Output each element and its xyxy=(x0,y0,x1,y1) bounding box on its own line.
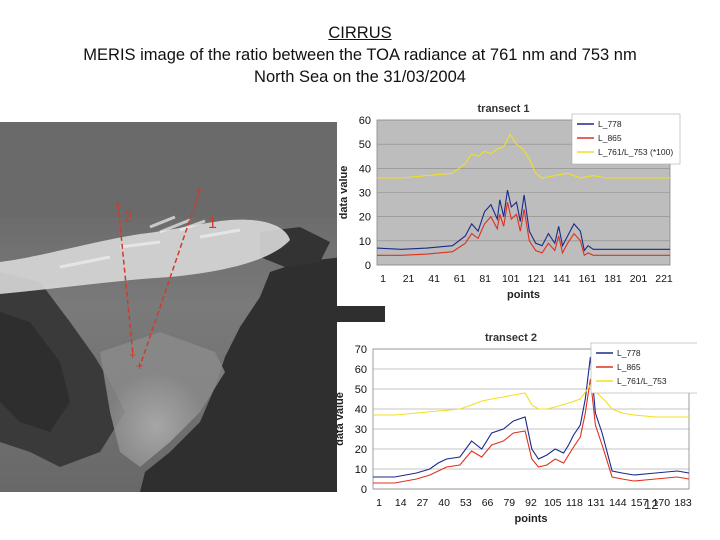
chart-2-ytick-label: 10 xyxy=(355,464,367,476)
transect-2-line xyxy=(117,203,134,356)
page-number: 12 xyxy=(644,497,659,512)
chart-2-series-line-2 xyxy=(373,378,690,484)
chart-1-xtick-label: 1 xyxy=(380,273,386,285)
chart-1-xtick-label: 61 xyxy=(454,273,466,285)
chart-2-xtick-label: 66 xyxy=(482,497,494,509)
chart-2-series-line-1 xyxy=(373,356,690,478)
chart-2-legend xyxy=(590,342,697,394)
chart-2-xtick-label: 40 xyxy=(438,497,450,509)
chart-2-ytick-label: 70 xyxy=(355,344,367,356)
chart-1-xtick-label: 201 xyxy=(630,273,648,285)
chart-1-xtick-label: 221 xyxy=(655,273,673,285)
chart-2-xtick-label: 53 xyxy=(460,497,472,509)
transect-2-label: 2 xyxy=(124,209,133,226)
chart-1-legend xyxy=(571,113,681,165)
chart-1-ytick-label: 20 xyxy=(359,212,371,224)
chart-1-legend-label: L_865 xyxy=(598,133,622,143)
chart-1-xtick-label: 181 xyxy=(604,273,622,285)
chart-2-ytick-label: 50 xyxy=(355,384,367,396)
slide-title: CIRRUS MERIS image of the ratio between … xyxy=(0,22,720,88)
transect-1-marker-top: + xyxy=(196,183,203,197)
chart-1-xtick-label: 81 xyxy=(479,273,491,285)
chart-2-ytick-label: 30 xyxy=(355,424,367,436)
chart-1-xtick-label: 141 xyxy=(553,273,571,285)
chart-2-ytick-label: 60 xyxy=(355,364,367,376)
chart-1-title: transect 1 xyxy=(478,103,530,115)
chart-2-xtick-label: 131 xyxy=(587,497,605,509)
chart-1-xtick-label: 121 xyxy=(528,273,546,285)
title-location-date: North Sea on the 31/03/2004 xyxy=(254,68,466,86)
transect-2-marker-top: + xyxy=(114,197,121,211)
cirrus-streaks xyxy=(59,215,241,269)
chart-2-xtick-label: 105 xyxy=(544,497,562,509)
transect-2-chart: 0 10 20 30 40 50 60 70 1 14 27 40 53 66 79 92 105 118 131 1… xyxy=(337,322,697,535)
channel-bright xyxy=(100,332,225,467)
chart-2-xtick-label: 170 xyxy=(653,497,671,509)
title-cirrus: CIRRUS xyxy=(328,24,392,42)
chart-1-xtick-label: 101 xyxy=(502,273,520,285)
chart-1-xtick-label: 21 xyxy=(403,273,415,285)
transect-1-line xyxy=(139,189,201,367)
transect-2-marker-bottom: + xyxy=(129,348,136,362)
chart-2-legend-label: L_865 xyxy=(617,362,641,372)
chart-1-series-line-1 xyxy=(376,189,670,252)
chart-2-ytick-label: 20 xyxy=(355,444,367,456)
chart-2-series-line-3 xyxy=(373,384,689,418)
chart-2-xtick-label: 14 xyxy=(395,497,407,509)
chart-2-xtick-label: 79 xyxy=(503,497,515,509)
chart-1-ytick-label: 40 xyxy=(359,163,371,175)
land-continent xyxy=(140,252,385,492)
chart-2-xtick-label: 157 xyxy=(631,497,649,509)
meris-satellite-image: + + + + 2 1 xyxy=(0,122,385,492)
chart-1-series-line-3 xyxy=(377,133,670,179)
chart-2-xtick-label: 27 xyxy=(417,497,429,509)
land-uk-west xyxy=(0,312,70,432)
chart-2-ylabel: data value xyxy=(337,392,346,446)
chart-1-ytick-label: 0 xyxy=(365,260,371,272)
transect-1-label: 1 xyxy=(208,215,217,232)
chart-2-xtick-label: 1 xyxy=(376,497,382,509)
chart-2-xtick-label: 183 xyxy=(674,497,692,509)
cirrus-cloud-band xyxy=(0,219,290,294)
chart-2-xtick-label: 118 xyxy=(566,497,583,509)
chart-2-title: transect 2 xyxy=(485,332,537,344)
chart-1-series-line-2 xyxy=(377,202,670,257)
chart-1-ytick-label: 10 xyxy=(359,236,371,248)
title-description: MERIS image of the ratio between the TOA… xyxy=(83,46,637,64)
chart-2-xtick-label: 92 xyxy=(525,497,537,509)
chart-2-xlabel: points xyxy=(515,513,548,525)
chart-1-ytick-label: 30 xyxy=(359,188,371,200)
chart-1-ylabel: data value xyxy=(338,166,350,220)
chart-2-legend-label: L_761/L_753 xyxy=(617,376,667,386)
chart-1-xtick-label: 161 xyxy=(579,273,597,285)
chart-1-xlabel: points xyxy=(507,289,540,301)
chart-2-xtick-label: 144 xyxy=(609,497,627,509)
chart-1-ytick-label: 60 xyxy=(359,115,371,127)
chart-2-ytick-label: 0 xyxy=(361,484,367,496)
chart-2-ytick-label: 40 xyxy=(355,404,367,416)
transect-1-marker-bottom: + xyxy=(136,359,143,373)
chart-1-ytick-label: 50 xyxy=(359,139,371,151)
chart-1-legend-label: L_778 xyxy=(598,119,622,129)
chart-1-legend-label: L_761/L_753 (*100) xyxy=(598,147,673,157)
chart-1-xtick-label: 41 xyxy=(428,273,440,285)
chart-2-legend-label: L_778 xyxy=(617,348,641,358)
